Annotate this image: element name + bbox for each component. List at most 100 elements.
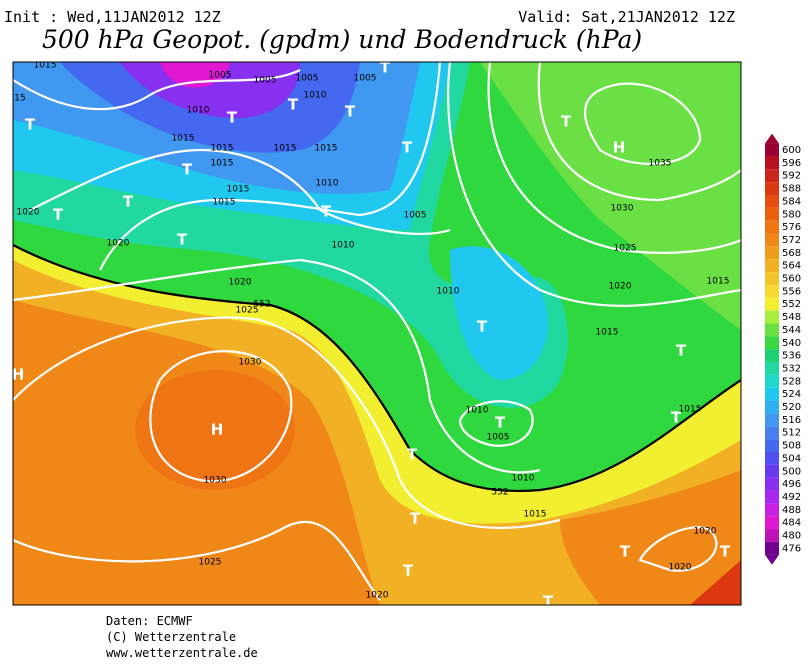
low-marker: T (402, 139, 413, 157)
colorbar-label: 504 (782, 453, 801, 464)
isobar-label: 1005 (354, 74, 377, 84)
colorbar-label: 588 (782, 184, 801, 195)
colorbar-cell (765, 143, 779, 157)
colorbar-label: 568 (782, 248, 801, 259)
colorbar-label: 492 (782, 492, 801, 503)
isobar-label: 1005 (487, 433, 510, 443)
colorbar-cell (765, 451, 779, 465)
low-marker: T (676, 342, 687, 360)
low-marker: T (25, 116, 36, 134)
colorbar-label: 548 (782, 312, 801, 323)
colorbar-cell (765, 220, 779, 234)
map-frame (12, 61, 742, 606)
colorbar-label: 524 (782, 389, 801, 400)
colorbar-label: 512 (782, 428, 801, 439)
low-marker: T (543, 593, 554, 611)
footer-data: Daten: ECMWF (106, 614, 193, 628)
isobar-label: 1005 (209, 71, 232, 81)
colorbar-label: 476 (782, 543, 801, 554)
colorbar-cell (765, 182, 779, 195)
colorbar-cell (765, 336, 779, 350)
isobar-label: 1030 (204, 476, 227, 486)
isobar-label: 1025 (236, 306, 259, 316)
low-marker: T (53, 206, 64, 224)
colorbar-cell (765, 464, 779, 478)
title: 500 hPa Geopot. (gpdm) und Bodendruck (h… (42, 25, 642, 54)
isobar-label: 1015 (274, 144, 297, 154)
isobar-label: 1020 (609, 282, 632, 292)
isobar-label: 552 (253, 300, 270, 310)
colorbar-label: 572 (782, 235, 801, 246)
colorbar-label: 536 (782, 351, 801, 362)
low-marker: T (620, 543, 631, 561)
low-marker: T (288, 96, 299, 114)
isobar-label: 1020 (17, 208, 40, 218)
isobar-label: 1010 (187, 106, 210, 116)
colorbar-label: 564 (782, 261, 801, 272)
colorbar-label: 556 (782, 286, 801, 297)
colorbar-label: 596 (782, 158, 801, 169)
colorbar-label: 544 (782, 325, 801, 336)
isobar-label: 1010 (304, 91, 327, 101)
colorbar-cell (765, 529, 779, 542)
colorbar-cell (765, 490, 779, 504)
colorbar-label: 488 (782, 505, 801, 516)
isobar-label: 1030 (239, 358, 262, 368)
colorbar-cell (765, 439, 779, 452)
high-marker: H (12, 366, 25, 384)
colorbar-label: 584 (782, 196, 801, 207)
isobar-label: 1020 (107, 239, 130, 249)
colorbar-label: 540 (782, 338, 801, 349)
low-marker: T (321, 203, 332, 221)
colorbar-label: 480 (782, 531, 801, 542)
colorbar-cell (765, 207, 779, 221)
colorbar-label: 496 (782, 479, 801, 490)
isobar-label: 1010 (466, 406, 489, 416)
colorbar-label: 520 (782, 402, 801, 413)
isobar-label: 1010 (437, 287, 460, 297)
isobar-label: 1005 (404, 211, 427, 221)
colorbar-label: 500 (782, 466, 801, 477)
isobar-label: 1005 (254, 76, 277, 86)
low-marker: T (410, 510, 421, 528)
colorbar-cell (765, 259, 779, 273)
isobar-label: 1015 (211, 159, 234, 169)
colorbar-cell (765, 362, 779, 375)
low-marker: T (182, 161, 193, 179)
low-marker: T (123, 193, 134, 211)
isobar-label: 1020 (229, 278, 252, 288)
isobar-label: 1005 (296, 74, 319, 84)
colorbar-label: 516 (782, 415, 801, 426)
colorbar-cell (765, 477, 779, 491)
colorbar-cell (765, 169, 779, 183)
colorbar-cell (765, 246, 779, 260)
low-marker: T (227, 109, 238, 127)
colorbar-label: 528 (782, 376, 801, 387)
low-marker: T (345, 103, 356, 121)
isobar-label: 552 (491, 488, 508, 498)
colorbar-cell (765, 284, 779, 298)
isobar-label: 15 (14, 94, 25, 104)
colorbar-cap-bottom (765, 554, 779, 565)
colorbar-cell (765, 503, 779, 517)
isobar-label: 1015 (596, 328, 619, 338)
colorbar-cell (765, 233, 779, 247)
low-marker: T (403, 562, 414, 580)
colorbar-cap-top (765, 133, 779, 144)
isobar-label: 1020 (694, 527, 717, 537)
isobar-label: 1025 (199, 558, 222, 568)
low-marker: T (407, 446, 418, 464)
footer-copyright: (C) Wetterzentrale (106, 630, 236, 644)
isobar-label: 1020 (669, 563, 692, 573)
isobar-label: 1015 (172, 134, 195, 144)
colorbar-cell (765, 541, 779, 555)
low-marker: T (380, 59, 391, 77)
isobar-label: 1015 (34, 61, 57, 71)
colorbar-cell (765, 349, 779, 363)
colorbar-label: 532 (782, 363, 801, 374)
high-marker: H (211, 421, 224, 439)
isobar-label: 1010 (332, 241, 355, 251)
colorbar-label: 560 (782, 274, 801, 285)
